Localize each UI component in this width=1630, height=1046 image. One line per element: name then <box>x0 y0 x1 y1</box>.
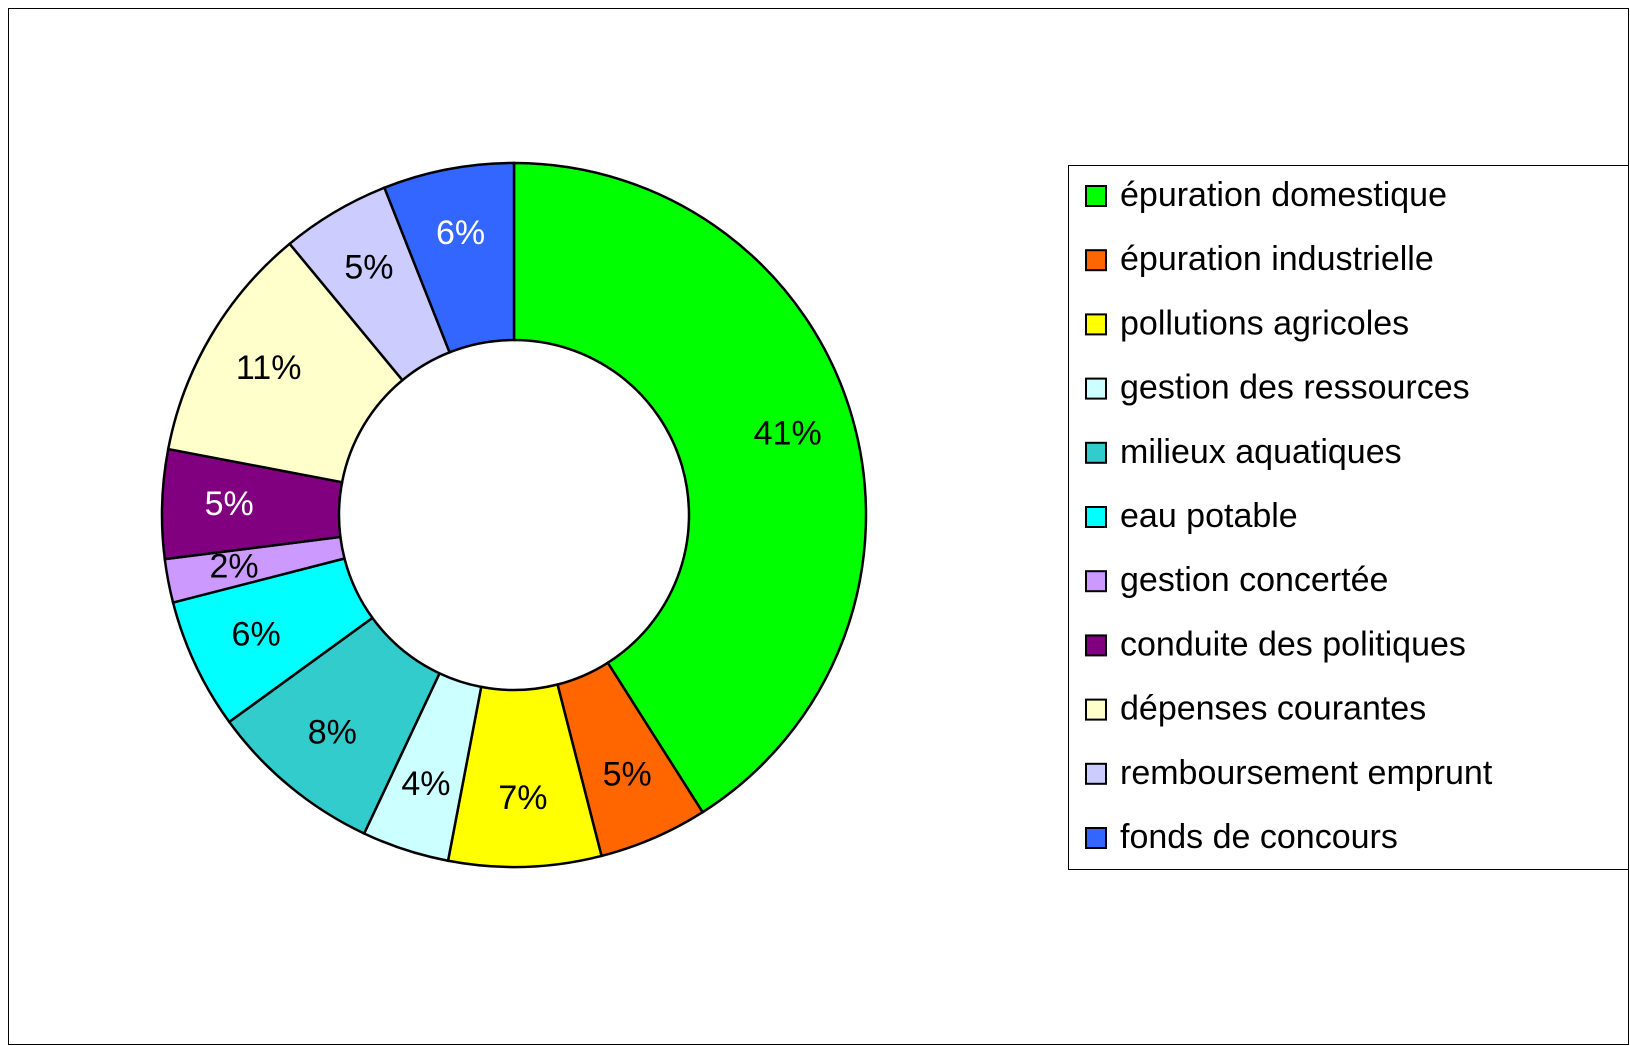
legend-swatch <box>1085 634 1107 657</box>
data-label: 5% <box>344 249 393 287</box>
legend-swatch <box>1085 827 1107 849</box>
data-label: 8% <box>308 714 357 752</box>
legend-swatch <box>1085 249 1107 272</box>
legend-swatch <box>1085 762 1107 785</box>
data-label: 5% <box>205 485 254 523</box>
data-label: 5% <box>603 756 652 794</box>
legend-label: eau potable <box>1120 497 1298 535</box>
data-label: 7% <box>498 779 547 817</box>
legend-label: gestion des ressources <box>1120 369 1470 407</box>
donut-slice <box>382 161 516 354</box>
data-label: 2% <box>209 547 258 585</box>
legend-swatch <box>1085 506 1107 528</box>
legend-swatch <box>1085 377 1107 400</box>
legend-label: remboursement emprunt <box>1120 754 1493 792</box>
data-label: 6% <box>232 615 281 653</box>
legend-label: milieux aquatiques <box>1120 433 1402 471</box>
data-label: 11% <box>236 349 302 387</box>
legend-label: pollutions agricoles <box>1120 304 1409 342</box>
legend-swatch <box>1085 185 1107 207</box>
legend-label: conduite des politiques <box>1120 625 1466 663</box>
legend-label: dépenses courantes <box>1120 690 1426 728</box>
legend-swatch <box>1085 570 1107 593</box>
legend-label: fonds de concours <box>1120 818 1398 856</box>
legend-swatch <box>1085 698 1107 721</box>
legend-label: épuration industrielle <box>1120 240 1434 278</box>
data-label: 41% <box>754 414 822 452</box>
legend-swatch <box>1085 441 1107 464</box>
data-label: 6% <box>436 214 485 252</box>
legend-label: épuration domestique <box>1120 176 1447 214</box>
data-label: 4% <box>401 765 450 803</box>
donut-slice <box>166 242 405 484</box>
legend-swatch <box>1085 313 1107 336</box>
legend-box <box>1068 165 1629 870</box>
legend-label: gestion concertée <box>1120 561 1388 599</box>
donut-slice <box>512 161 868 814</box>
